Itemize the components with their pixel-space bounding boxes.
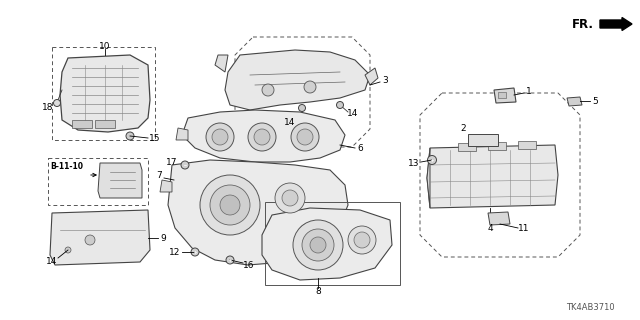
Text: FR.: FR.: [572, 18, 594, 30]
Polygon shape: [427, 145, 558, 208]
Text: 11: 11: [518, 223, 530, 233]
Text: 13: 13: [408, 158, 420, 167]
Text: B-11-10: B-11-10: [50, 162, 83, 171]
Circle shape: [206, 123, 234, 151]
Circle shape: [298, 223, 322, 247]
Text: 2: 2: [460, 124, 466, 132]
Circle shape: [298, 105, 305, 111]
Circle shape: [248, 123, 276, 151]
Bar: [518, 141, 536, 149]
Text: 4: 4: [487, 223, 493, 233]
Text: 14: 14: [46, 257, 58, 266]
Circle shape: [354, 232, 370, 248]
Circle shape: [200, 175, 260, 235]
Circle shape: [428, 156, 436, 164]
Circle shape: [282, 190, 298, 206]
Circle shape: [302, 229, 334, 261]
Polygon shape: [60, 55, 150, 132]
Circle shape: [210, 185, 250, 225]
Text: 5: 5: [592, 97, 598, 106]
Text: 15: 15: [149, 133, 161, 142]
Circle shape: [85, 235, 95, 245]
Polygon shape: [365, 68, 378, 85]
Bar: [458, 143, 476, 151]
Text: 8: 8: [315, 287, 321, 297]
Circle shape: [191, 248, 199, 256]
Text: 14: 14: [284, 117, 296, 126]
Polygon shape: [168, 160, 348, 265]
Polygon shape: [182, 110, 345, 162]
Circle shape: [181, 161, 189, 169]
Circle shape: [126, 132, 134, 140]
Polygon shape: [50, 210, 150, 265]
Circle shape: [220, 195, 240, 215]
FancyArrow shape: [600, 18, 632, 30]
Circle shape: [293, 220, 343, 270]
Text: 3: 3: [382, 76, 388, 84]
Text: 18: 18: [42, 102, 54, 111]
Polygon shape: [176, 128, 188, 140]
Polygon shape: [225, 50, 370, 110]
Text: 9: 9: [160, 234, 166, 243]
Polygon shape: [427, 148, 430, 208]
Text: 6: 6: [357, 143, 363, 153]
Text: 10: 10: [99, 42, 111, 51]
Text: 12: 12: [170, 247, 180, 257]
Text: 1: 1: [526, 86, 532, 95]
Text: 14: 14: [348, 108, 358, 117]
Polygon shape: [98, 163, 142, 198]
Bar: [498, 92, 506, 98]
Bar: [95, 120, 115, 128]
Polygon shape: [262, 208, 392, 280]
Polygon shape: [567, 97, 582, 106]
Polygon shape: [494, 88, 516, 103]
Circle shape: [297, 129, 313, 145]
Bar: [488, 142, 506, 150]
Bar: [72, 120, 92, 128]
Text: TK4AB3710: TK4AB3710: [566, 303, 614, 313]
Circle shape: [54, 100, 61, 107]
Circle shape: [275, 183, 305, 213]
Circle shape: [226, 256, 234, 264]
Bar: [468, 134, 498, 146]
Circle shape: [254, 129, 270, 145]
Circle shape: [291, 123, 319, 151]
Circle shape: [65, 247, 71, 253]
Polygon shape: [160, 180, 172, 192]
Circle shape: [262, 84, 274, 96]
Circle shape: [310, 237, 326, 253]
Text: 7: 7: [156, 171, 162, 180]
Circle shape: [348, 226, 376, 254]
Text: 17: 17: [166, 157, 178, 166]
Text: 16: 16: [243, 260, 255, 269]
Polygon shape: [215, 55, 228, 72]
Circle shape: [337, 101, 344, 108]
Circle shape: [212, 129, 228, 145]
Polygon shape: [488, 212, 510, 225]
Circle shape: [304, 81, 316, 93]
